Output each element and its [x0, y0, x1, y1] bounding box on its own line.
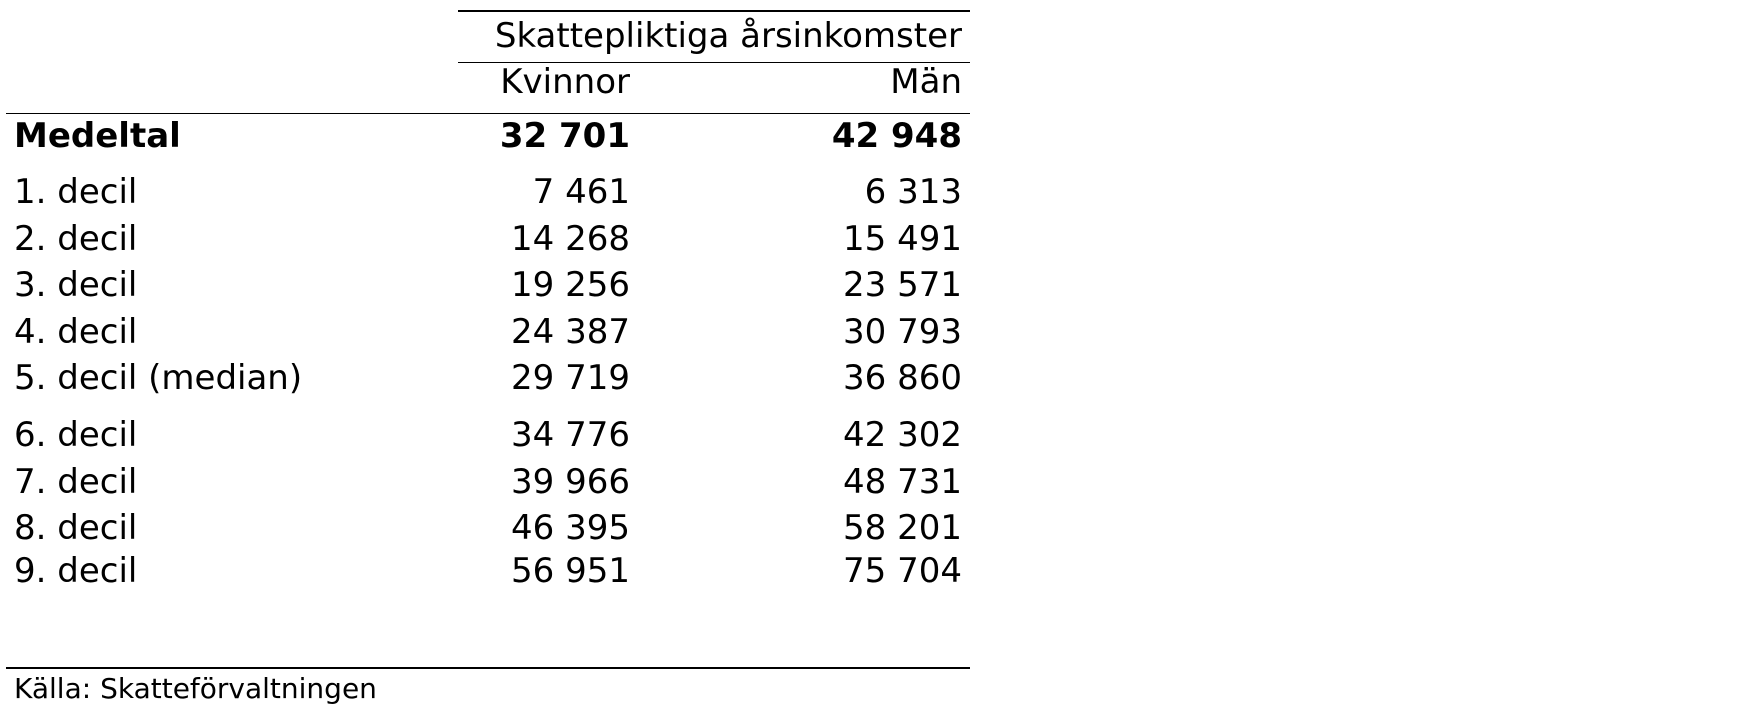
row-value-women: 14 268 [511, 219, 630, 259]
row-value-men: 42 302 [843, 415, 962, 455]
row-value-women: 39 966 [511, 462, 630, 502]
row-label: 1. decil [14, 172, 138, 212]
top-rule [458, 10, 970, 12]
header-rule [6, 113, 970, 114]
row-label: 3. decil [14, 265, 138, 305]
row-value-men: 6 313 [864, 172, 962, 212]
row-label: 9. decil [14, 551, 138, 591]
row-value-men: 48 731 [843, 462, 962, 502]
row-label-median: 5. decil (median) [14, 358, 303, 398]
row-value-women: 32 701 [499, 116, 630, 156]
row-label-average: Medeltal [14, 116, 181, 156]
row-label: 2. decil [14, 219, 138, 259]
row-value-women: 34 776 [511, 415, 630, 455]
row-value-women: 19 256 [511, 265, 630, 305]
row-value-men: 75 704 [843, 551, 962, 591]
row-label: 8. decil [14, 508, 138, 548]
row-label: 7. decil [14, 462, 138, 502]
row-value-men: 23 571 [843, 265, 962, 305]
row-value-women: 24 387 [511, 312, 630, 352]
row-label: 4. decil [14, 312, 138, 352]
column-header-women: Kvinnor [500, 62, 630, 102]
row-value-men: 36 860 [843, 358, 962, 398]
row-value-women: 29 719 [511, 358, 630, 398]
row-value-men: 58 201 [843, 508, 962, 548]
group-rule [458, 62, 970, 63]
source-note: Källa: Skatteförvaltningen [14, 672, 377, 705]
group-header: Skattepliktiga årsinkomster [494, 16, 962, 56]
row-value-men: 42 948 [831, 116, 962, 156]
row-value-men: 30 793 [843, 312, 962, 352]
bottom-rule [6, 667, 970, 669]
row-value-men: 15 491 [843, 219, 962, 259]
column-header-men: Män [890, 62, 962, 102]
row-value-women: 46 395 [511, 508, 630, 548]
row-label: 6. decil [14, 415, 138, 455]
row-value-women: 7 461 [532, 172, 630, 212]
row-value-women: 56 951 [511, 551, 630, 591]
